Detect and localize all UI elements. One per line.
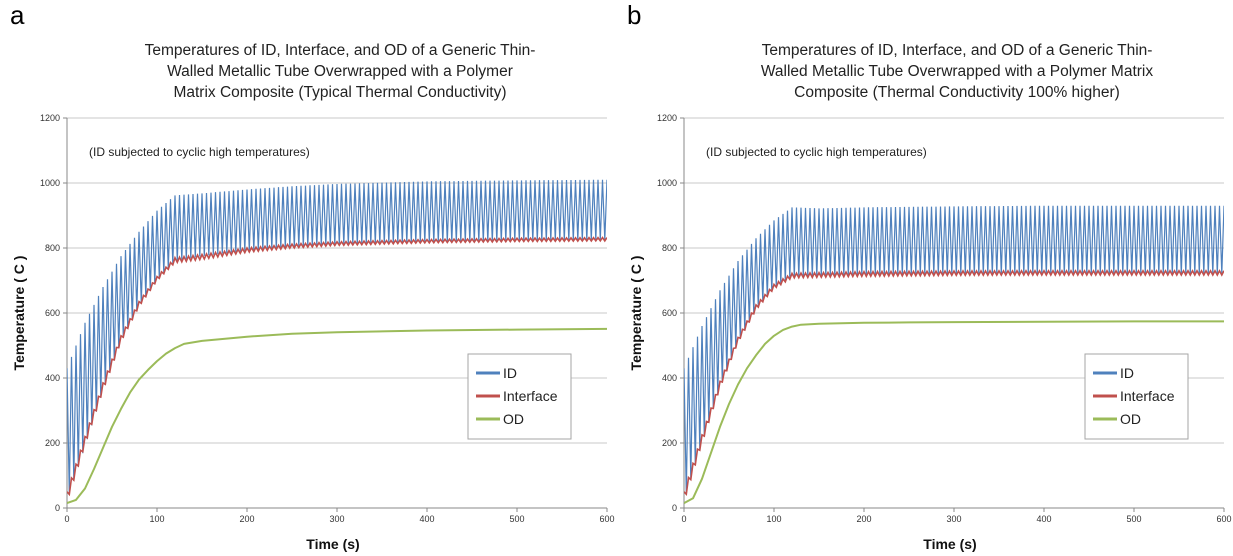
series-od-line [684, 320, 1224, 504]
y-tick-label: 800 [662, 243, 677, 253]
series-od-line [67, 327, 607, 505]
chart-title: Temperatures of ID, Interface, and OD of… [677, 40, 1233, 103]
y-tick-label: 200 [662, 438, 677, 448]
y-axis-title: Temperature ( C ) [628, 256, 644, 371]
chart-annotation: (ID subjected to cyclic high temperature… [89, 145, 310, 159]
y-tick-label: 1000 [657, 178, 677, 188]
x-tick-label: 600 [599, 514, 614, 524]
y-tick-label: 1200 [657, 113, 677, 123]
panel-label: a [10, 0, 25, 30]
y-tick-label: 1200 [40, 113, 60, 123]
x-tick-label: 0 [681, 514, 686, 524]
line-chart: 0 200 400 600 800 1000 1200 0 100 200 300 400 500 600… [11, 113, 615, 552]
x-tick-label: 400 [1036, 514, 1051, 524]
legend: ID Interface OD [467, 353, 572, 440]
x-tick-label: 300 [329, 514, 344, 524]
x-tick-label: 100 [766, 514, 781, 524]
y-tick-label: 400 [45, 373, 60, 383]
chart-panel-a: a Temperatures of ID, Interface, and OD … [0, 0, 616, 556]
y-tick-label: 600 [45, 308, 60, 318]
y-tick-label: 400 [662, 373, 677, 383]
y-tick-label: 0 [672, 503, 677, 513]
chart-panel-b: b Temperatures of ID, Interface, and OD … [617, 0, 1233, 556]
series-interface-line [684, 269, 1224, 496]
x-tick-label: 200 [239, 514, 254, 524]
x-tick-label: 0 [64, 514, 69, 524]
chart-title-line: Matrix Composite (Typical Thermal Conduc… [173, 84, 507, 101]
legend-label: Interface [503, 388, 558, 404]
chart-title-line: Walled Metallic Tube Overwrapped with a … [760, 63, 1154, 80]
y-tick-label: 800 [45, 243, 60, 253]
x-tick-label: 500 [1126, 514, 1141, 524]
y-axis-title: Temperature ( C ) [11, 256, 27, 371]
x-tick-label: 100 [149, 514, 164, 524]
x-axis-title: Time (s) [923, 536, 976, 552]
panel-label: b [627, 0, 642, 30]
legend-label: Interface [1120, 388, 1175, 404]
y-tick-label: 600 [662, 308, 677, 318]
legend-label: OD [503, 411, 524, 427]
series-id-line [684, 205, 1224, 495]
series-id-line [67, 179, 607, 495]
chart-title-line: Walled Metallic Tube Overwrapped with a … [167, 63, 513, 80]
chart-title-line: Temperatures of ID, Interface, and OD of… [761, 42, 1153, 59]
series-interface-line [67, 236, 607, 497]
legend-label: ID [1120, 365, 1134, 381]
legend-label: ID [503, 365, 517, 381]
chart-annotation: (ID subjected to cyclic high temperature… [706, 145, 927, 159]
legend-label: OD [1120, 411, 1141, 427]
chart-title-line: Temperatures of ID, Interface, and OD of… [144, 42, 536, 59]
y-tick-label: 1000 [40, 178, 60, 188]
y-tick-label: 0 [55, 503, 60, 513]
line-chart: 0 200 400 600 800 1000 1200 0 100 200 300 400 500 600… [628, 113, 1232, 552]
y-tick-label: 200 [45, 438, 60, 448]
chart-title-line: Composite (Thermal Conductivity 100% hig… [794, 84, 1120, 101]
legend: ID Interface OD [1084, 353, 1189, 440]
x-tick-label: 300 [946, 514, 961, 524]
x-axis-title: Time (s) [306, 536, 359, 552]
x-tick-label: 200 [856, 514, 871, 524]
x-tick-label: 500 [509, 514, 524, 524]
x-tick-label: 400 [419, 514, 434, 524]
x-tick-label: 600 [1216, 514, 1231, 524]
chart-title: Temperatures of ID, Interface, and OD of… [60, 40, 620, 103]
